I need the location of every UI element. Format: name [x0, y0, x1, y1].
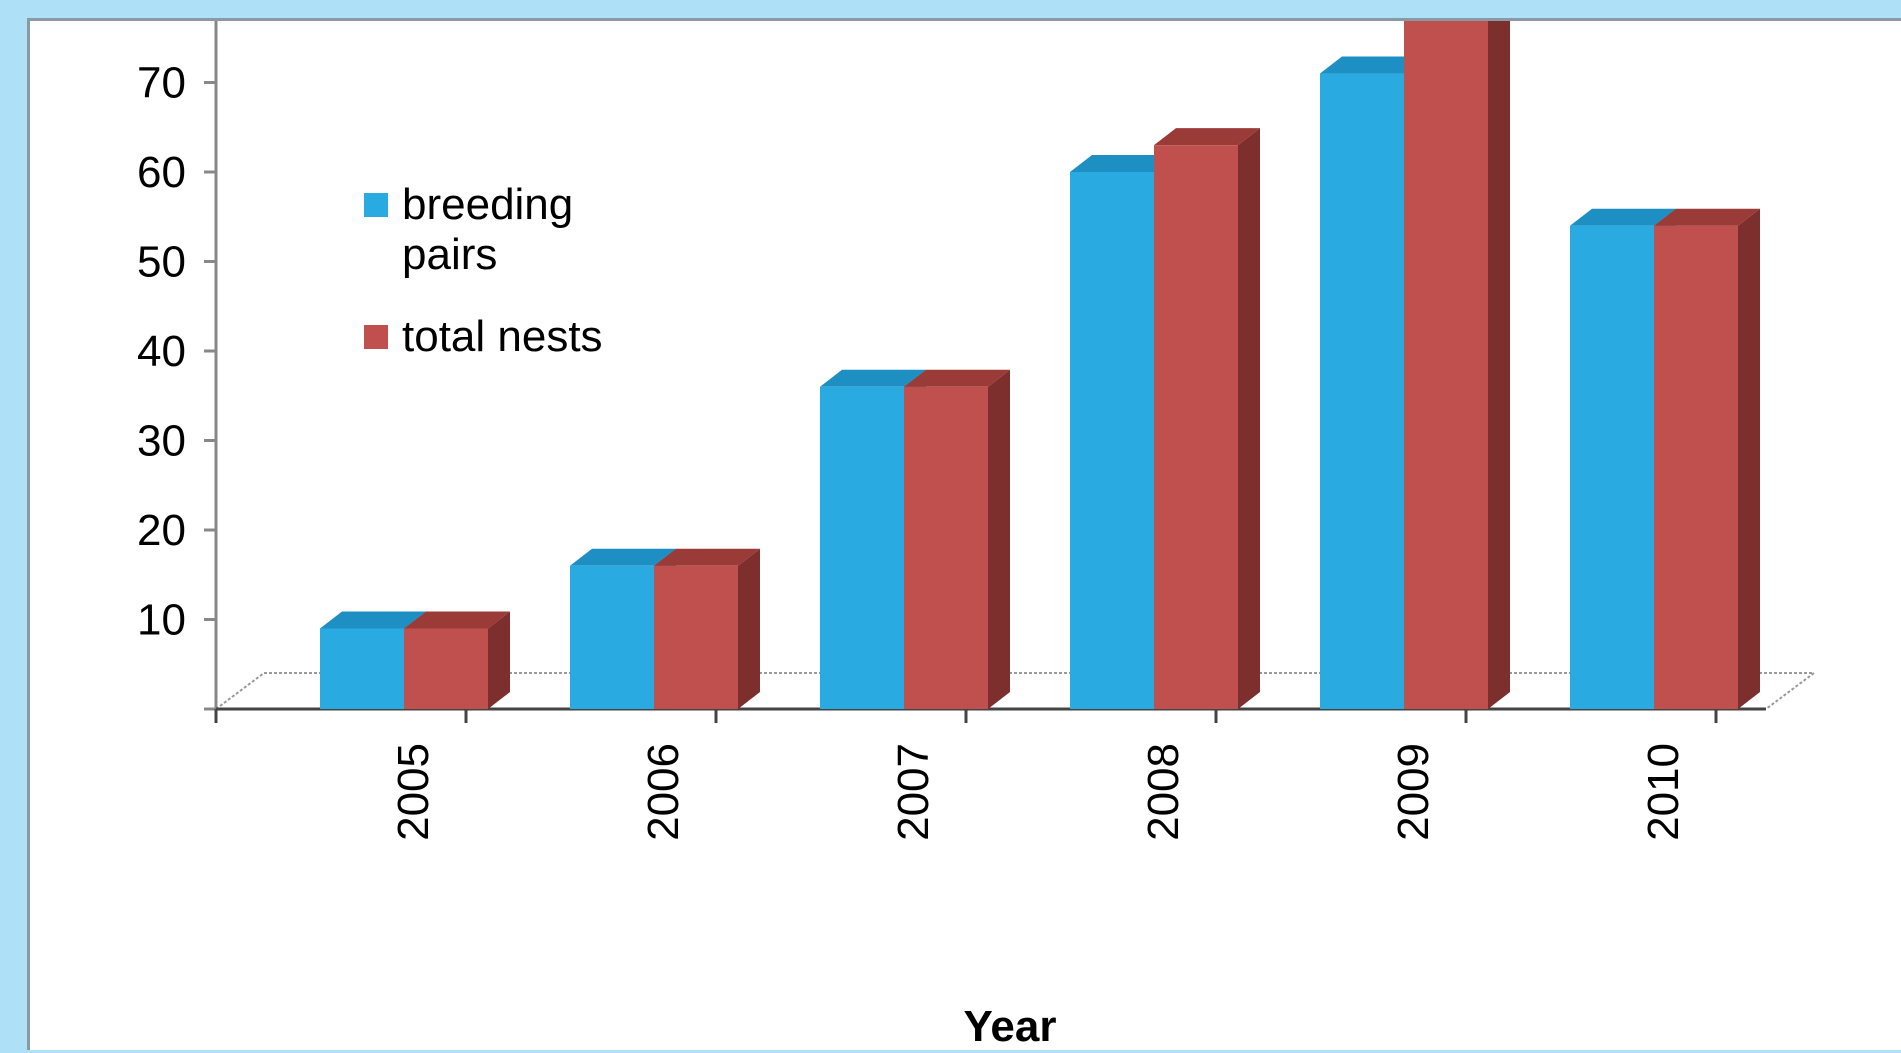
bar-top [1570, 208, 1676, 226]
bar-top [820, 369, 926, 387]
bar-side [738, 548, 760, 709]
chart-panel: 1020304050607080200520062007200820092010… [27, 18, 1901, 1051]
bar-front [1070, 172, 1154, 709]
bar-top [320, 611, 426, 629]
legend-swatch-breeding-pairs [364, 193, 388, 217]
y-tick-label: 50 [137, 238, 186, 287]
x-tick-label: 2007 [889, 743, 938, 841]
y-tick-label: 20 [137, 506, 186, 555]
x-tick-label: 2005 [389, 743, 438, 841]
x-axis-title: Year [964, 1002, 1057, 1051]
x-tick-label: 2008 [1139, 743, 1188, 841]
bar-top [1654, 208, 1760, 226]
bar-top [1154, 128, 1260, 146]
bar-side [488, 611, 510, 709]
axes: 1020304050607080200520062007200820092010 [137, 21, 1766, 841]
legend-swatch-total-nests [364, 325, 388, 349]
bar [1654, 208, 1760, 709]
bar-front [1320, 73, 1404, 710]
bar-chart: 1020304050607080200520062007200820092010… [137, 21, 1817, 1051]
bar-side [988, 369, 1010, 709]
legend: breeding pairs total nests [364, 180, 603, 361]
legend-label-total-nests: total nests [402, 312, 603, 361]
bar [904, 369, 1010, 709]
bar-side [1738, 208, 1760, 709]
x-tick-label: 2009 [1389, 743, 1438, 841]
bar [1404, 21, 1510, 710]
bar [404, 611, 510, 709]
bar-top [404, 611, 510, 629]
bar-top [1320, 56, 1426, 74]
bars [320, 21, 1760, 710]
bar-top [1070, 155, 1176, 172]
y-tick-label: 60 [137, 148, 186, 197]
bar-front [820, 386, 904, 709]
bar-front [320, 628, 404, 709]
bar-front [404, 628, 488, 709]
bar-front [1654, 225, 1738, 709]
legend-label-breeding-pairs-line1: breeding [402, 180, 573, 229]
bar-side [1238, 128, 1260, 709]
y-tick-label: 30 [137, 417, 186, 466]
bar-front [570, 565, 654, 709]
bar-front [1154, 145, 1238, 709]
bar-top [570, 548, 676, 566]
legend-label-breeding-pairs-line2: pairs [402, 230, 497, 279]
bar [1154, 128, 1260, 709]
bar-top [904, 369, 1010, 387]
bar-top [654, 548, 760, 566]
bar-front [1570, 225, 1654, 709]
bar-front [1404, 21, 1488, 710]
y-tick-label: 70 [137, 59, 186, 108]
y-tick-label: 40 [137, 327, 186, 376]
x-tick-label: 2010 [1639, 743, 1688, 841]
bar [654, 548, 760, 709]
bar-side [1488, 21, 1510, 709]
x-tick-label: 2006 [639, 743, 688, 841]
y-tick-label: 10 [137, 596, 186, 645]
bar-front [654, 565, 738, 709]
bar-front [904, 386, 988, 709]
